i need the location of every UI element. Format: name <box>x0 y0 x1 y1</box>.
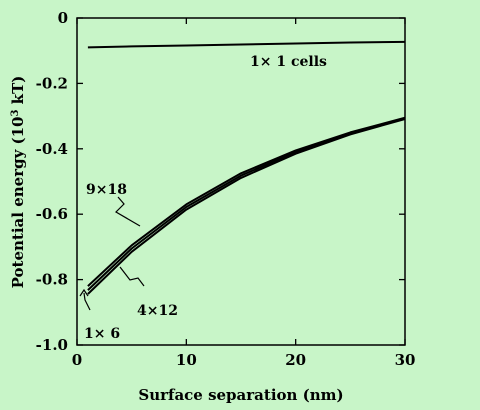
annotation-1x1-cells: 1× 1 cells <box>250 54 327 70</box>
x-tick-label: 10 <box>176 351 197 369</box>
leader-1x6 <box>83 292 91 311</box>
y-tick-label: -0.2 <box>36 74 68 92</box>
y-tick-label: -0.8 <box>36 271 68 289</box>
y-axis-title: Potential energy (103 kT) <box>9 76 27 289</box>
annotation-leaders <box>79 196 145 311</box>
arrowhead-1x6 <box>79 288 89 297</box>
plot-frame <box>76 17 406 346</box>
series-line-2 <box>87 117 406 291</box>
y-tick-label: -0.6 <box>36 205 68 223</box>
y-axis-title-end: kT) <box>9 76 27 110</box>
x-tick-label: 20 <box>285 351 306 369</box>
series-line-3 <box>87 118 406 295</box>
y-axis-title-main: Potential energy (10 <box>9 117 27 289</box>
x-axis-title: Surface separation (nm) <box>138 386 343 404</box>
y-tick-label: -1.0 <box>36 336 68 354</box>
y-tick-label: 0 <box>58 9 68 27</box>
x-tick-label: 30 <box>395 351 416 369</box>
annotation-4x12: 4×12 <box>137 303 178 319</box>
leader-9x18 <box>115 196 141 227</box>
leader-4x12 <box>119 266 145 287</box>
series-line-0 <box>87 40 406 49</box>
y-tick-label: -0.4 <box>36 140 68 158</box>
y-axis-title-sup: 3 <box>10 110 21 117</box>
series-line-1 <box>87 116 406 287</box>
ticks: 0 10 20 30 0 -0.2 -0.4 -0.6 -0.8 -1.0 <box>36 9 416 369</box>
series-lines <box>87 40 406 295</box>
x-tick-label: 0 <box>72 351 82 369</box>
annotation-1x6: 1× 6 <box>84 326 120 342</box>
annotation-9x18: 9×18 <box>86 182 127 198</box>
